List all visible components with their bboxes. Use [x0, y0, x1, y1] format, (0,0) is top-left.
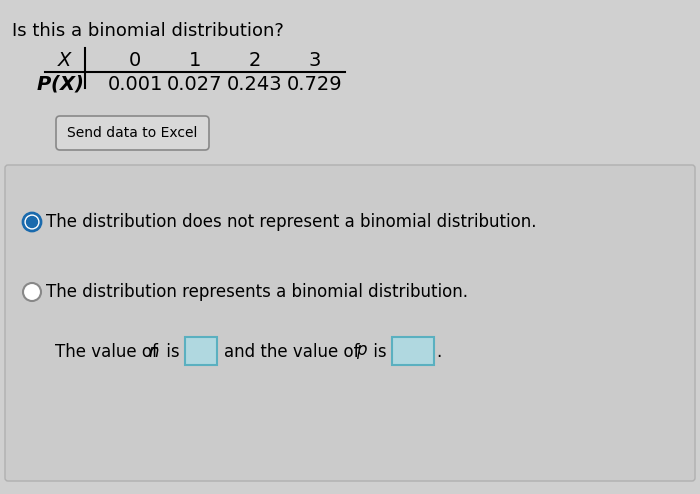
- Circle shape: [23, 283, 41, 301]
- Text: 3: 3: [309, 50, 321, 70]
- Circle shape: [27, 216, 38, 228]
- Text: 1: 1: [189, 50, 201, 70]
- Text: $X$: $X$: [57, 50, 74, 70]
- Text: The value of: The value of: [55, 343, 163, 361]
- Text: Is this a binomial distribution?: Is this a binomial distribution?: [12, 22, 284, 40]
- Text: The distribution does not represent a binomial distribution.: The distribution does not represent a bi…: [46, 213, 536, 231]
- Text: 0.001: 0.001: [107, 75, 162, 93]
- Text: $\bfit{P}(\bfit{X})$: $\bfit{P}(\bfit{X})$: [36, 74, 84, 94]
- Text: is: is: [368, 343, 386, 361]
- Text: and the value of: and the value of: [224, 343, 360, 361]
- Circle shape: [23, 213, 41, 231]
- Text: is: is: [161, 343, 180, 361]
- Text: $n$: $n$: [148, 343, 160, 361]
- Text: Send data to Excel: Send data to Excel: [67, 126, 197, 140]
- FancyBboxPatch shape: [56, 116, 209, 150]
- Text: 2: 2: [248, 50, 261, 70]
- Text: 0: 0: [129, 50, 141, 70]
- Text: 0.027: 0.027: [167, 75, 223, 93]
- Text: .: .: [436, 343, 441, 361]
- FancyBboxPatch shape: [5, 165, 695, 481]
- Text: 0.243: 0.243: [228, 75, 283, 93]
- Text: 0.729: 0.729: [287, 75, 343, 93]
- Text: The distribution represents a binomial distribution.: The distribution represents a binomial d…: [46, 283, 468, 301]
- Text: $p$: $p$: [356, 343, 368, 361]
- FancyBboxPatch shape: [392, 337, 434, 365]
- FancyBboxPatch shape: [185, 337, 217, 365]
